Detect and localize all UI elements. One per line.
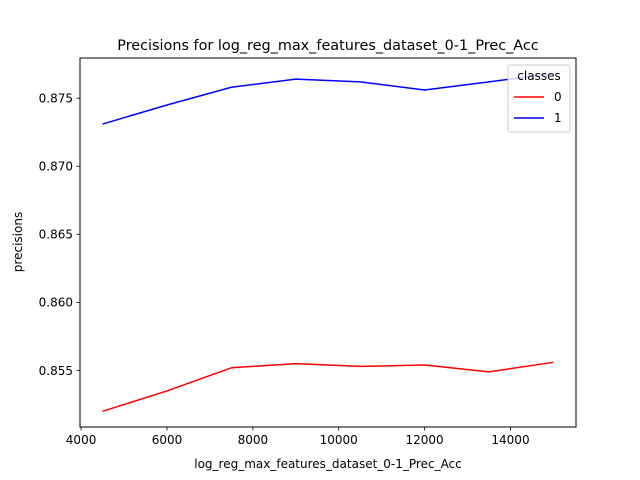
series-lines — [102, 72, 554, 413]
y-tick-label: 0.865 — [39, 228, 73, 242]
chart-title: Precisions for log_reg_max_features_data… — [117, 38, 539, 54]
y-tick-label: 0.875 — [39, 91, 73, 105]
series-line-0 — [102, 361, 554, 413]
legend-label-1: 1 — [554, 111, 562, 125]
y-axis-label: precisions — [11, 212, 25, 272]
x-tick-label: 12000 — [406, 433, 444, 447]
legend-title: classes — [517, 69, 560, 83]
x-tick-label: 8000 — [238, 433, 269, 447]
x-tick-label: 4000 — [66, 433, 97, 447]
y-axis-ticks: 0.855 0.860 0.865 0.870 0.875 — [39, 91, 80, 378]
x-tick-label: 14000 — [491, 433, 529, 447]
plot-frame — [79, 57, 577, 428]
y-tick-label: 0.860 — [39, 296, 73, 310]
legend-label-0: 0 — [554, 90, 562, 104]
legend: classes 0 1 — [507, 64, 571, 133]
legend-box — [507, 64, 571, 133]
y-tick-label: 0.870 — [39, 160, 73, 174]
y-tick-label: 0.855 — [39, 364, 73, 378]
x-axis-ticks: 4000 6000 8000 10000 12000 14000 — [66, 427, 530, 447]
x-tick-label: 10000 — [320, 433, 358, 447]
x-tick-label: 6000 — [152, 433, 183, 447]
x-axis-label: log_reg_max_features_dataset_0-1_Prec_Ac… — [194, 457, 462, 471]
series-line-1 — [102, 72, 554, 125]
